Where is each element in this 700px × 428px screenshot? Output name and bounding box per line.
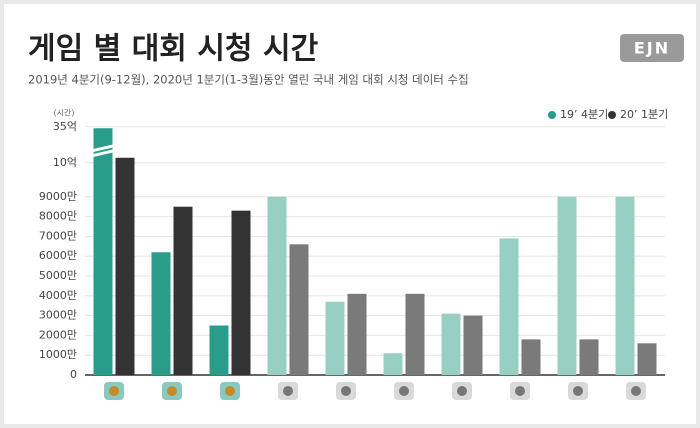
game-icon-dot xyxy=(341,386,351,396)
y-tick-label: 10억 xyxy=(53,156,77,169)
bar xyxy=(93,128,113,375)
chart-subtitle: 2019년 4분기(9-12월), 2020년 1분기(1-3월)동안 열린 국… xyxy=(28,73,469,87)
bar xyxy=(499,238,519,375)
bar xyxy=(209,325,229,375)
y-tick-label: 8000만 xyxy=(39,210,77,223)
game-icon-dot xyxy=(109,386,119,396)
y-tick-label: 4000만 xyxy=(39,289,77,302)
y-tick-label: 5000만 xyxy=(39,269,77,282)
axis-break xyxy=(82,143,119,160)
bar xyxy=(115,157,135,375)
y-tick-label: 1000만 xyxy=(39,348,77,361)
game-icon-dot xyxy=(573,386,583,396)
bar xyxy=(231,210,251,375)
bar xyxy=(521,339,541,375)
legend-label: 19’ 4분기 xyxy=(560,108,608,121)
game-icon-dot xyxy=(283,386,293,396)
bar xyxy=(441,313,461,375)
bar xyxy=(557,196,577,375)
legend-swatch xyxy=(548,111,556,119)
game-icon-dot xyxy=(457,386,467,396)
game-icon-dot xyxy=(515,386,525,396)
bar xyxy=(579,339,599,375)
y-axis-label: (시간) xyxy=(54,108,75,118)
bar xyxy=(267,196,287,375)
game-icon-dot xyxy=(225,386,235,396)
bar xyxy=(463,315,483,375)
bar xyxy=(151,252,171,375)
legend-swatch xyxy=(608,111,616,119)
game-icon-dot xyxy=(399,386,409,396)
bar xyxy=(325,301,345,375)
y-tick-label: 9000만 xyxy=(39,190,77,203)
game-icon-dot xyxy=(167,386,177,396)
bar xyxy=(289,244,309,375)
y-tick-label: 0 xyxy=(70,368,77,381)
bar xyxy=(615,196,635,375)
bar xyxy=(637,343,657,375)
bar xyxy=(405,293,425,375)
y-tick-label: 7000만 xyxy=(39,229,77,242)
y-tick-label: 3000만 xyxy=(39,309,77,322)
bar xyxy=(383,353,403,375)
logo-box xyxy=(620,34,684,62)
legend-label: 20’ 1분기 xyxy=(620,108,668,121)
bar xyxy=(347,293,367,375)
game-icon-dot xyxy=(631,386,641,396)
y-tick-label: 2000만 xyxy=(39,328,77,341)
y-tick-label: 35억 xyxy=(53,120,77,133)
bar xyxy=(173,206,193,375)
y-tick-label: 6000만 xyxy=(39,249,77,262)
chart-title: 게임 별 대회 시청 시간 xyxy=(28,32,319,67)
logo: EJN xyxy=(634,39,670,58)
